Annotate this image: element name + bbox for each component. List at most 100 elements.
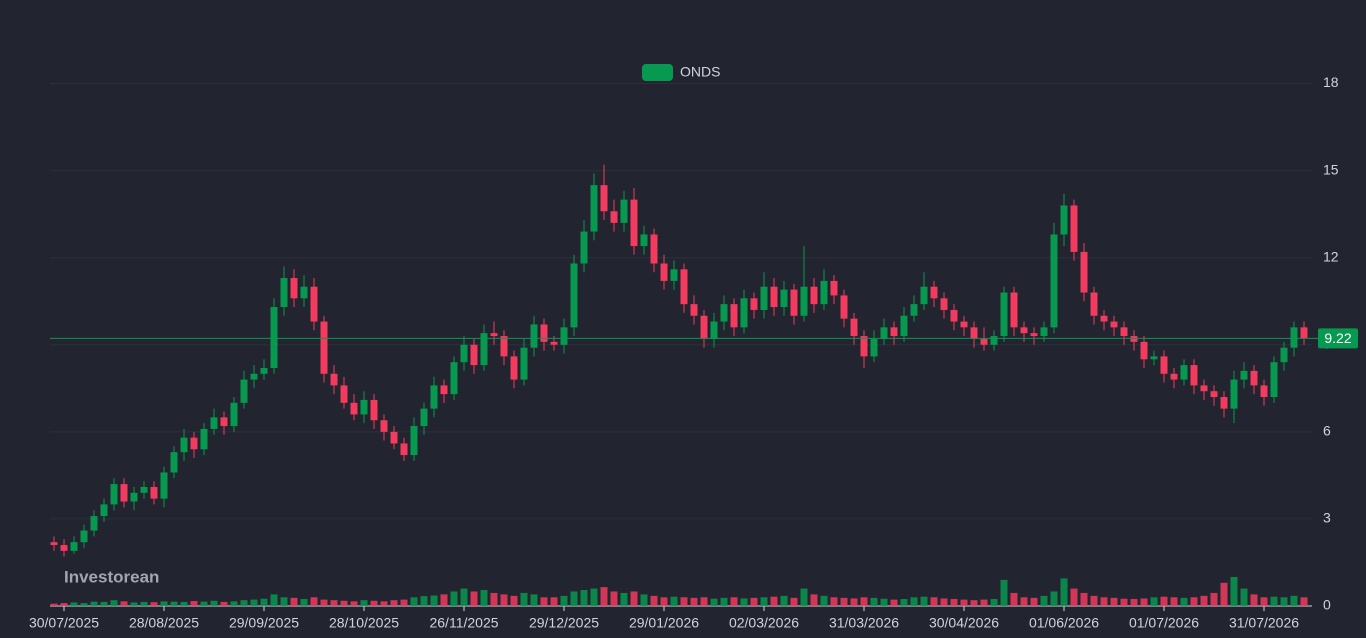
volume-bar <box>830 597 838 606</box>
volume-bar <box>120 601 128 606</box>
volume-bar <box>1110 597 1118 606</box>
candle-body <box>820 280 828 305</box>
volume-bar <box>530 594 538 606</box>
candle-body <box>700 315 708 339</box>
volume-bar <box>160 601 168 606</box>
candle-body <box>1280 347 1288 363</box>
candle-body <box>520 347 528 380</box>
candle-body <box>860 336 868 357</box>
volume-bar <box>1260 597 1268 606</box>
x-tick-label: 28/10/2025 <box>329 615 399 631</box>
candle-body <box>1050 234 1058 328</box>
volume-bar <box>1000 579 1008 606</box>
volume-bar <box>390 600 398 606</box>
candle-body <box>880 327 888 339</box>
y-tick-label: 12 <box>1323 248 1339 264</box>
volume-bar <box>910 597 918 606</box>
volume-bar <box>980 599 988 606</box>
volume-bar <box>940 598 948 606</box>
volume-bar <box>60 603 68 606</box>
candle-body <box>1270 362 1278 398</box>
candle-body <box>1170 373 1178 380</box>
volume-bar <box>1250 594 1258 606</box>
volume-bar <box>1240 588 1248 606</box>
candle-body <box>1090 292 1098 316</box>
candle-body <box>1110 321 1118 328</box>
volume-bar <box>600 587 608 606</box>
candle-body <box>1240 370 1248 380</box>
candle-body <box>210 417 218 429</box>
volume-bar <box>80 603 88 606</box>
volume-bar <box>180 601 188 606</box>
candle-body <box>750 298 758 310</box>
y-tick-label: 0 <box>1323 597 1331 613</box>
y-tick-label: 15 <box>1323 161 1339 177</box>
volume-bar <box>380 601 388 606</box>
volume-bar <box>1080 592 1088 606</box>
volume-bar <box>670 596 678 606</box>
candle-body <box>380 420 388 432</box>
volume-bar <box>430 595 438 606</box>
volume-bar <box>110 600 118 606</box>
volume-bar <box>490 592 498 606</box>
candle-body <box>170 452 178 473</box>
volume-bar <box>1130 599 1138 606</box>
x-tick-label: 28/08/2025 <box>129 615 199 631</box>
volume-bar <box>700 597 708 606</box>
x-tick-label: 01/06/2026 <box>1029 615 1099 631</box>
candle-body <box>640 234 648 247</box>
volume-bar <box>130 602 138 606</box>
volume-bar <box>640 594 648 606</box>
candle-body <box>600 185 608 212</box>
x-tick-label: 02/03/2026 <box>729 615 799 631</box>
candle-body <box>1210 391 1218 398</box>
candle-body <box>140 486 148 493</box>
candle-body <box>680 269 688 305</box>
volume-bar <box>280 597 288 606</box>
volume-bar <box>50 603 58 606</box>
candle-body <box>1120 327 1128 337</box>
y-tick-label: 6 <box>1323 423 1331 439</box>
volume-bar <box>730 597 738 606</box>
candle-body <box>240 379 248 403</box>
volume-bar <box>170 601 178 606</box>
candle-body <box>810 286 818 305</box>
candle-body <box>70 542 78 551</box>
volume-bar <box>630 591 638 606</box>
candle-body <box>1030 333 1038 337</box>
candle-body <box>1150 356 1158 360</box>
candle-body <box>330 373 338 386</box>
candle-body <box>540 324 548 342</box>
candle-body <box>130 492 138 502</box>
candle-body <box>620 199 628 223</box>
volume-bar <box>1280 597 1288 606</box>
volume-bar <box>1060 578 1068 606</box>
volume-bar <box>900 599 908 606</box>
volume-bar <box>770 596 778 606</box>
watermark: Investorean <box>64 567 159 586</box>
candle-body <box>50 542 58 546</box>
volume-bar <box>470 591 478 606</box>
candle-body <box>1130 336 1138 342</box>
candle-body <box>800 286 808 316</box>
volume-bar <box>1190 597 1198 606</box>
volume-bar <box>230 601 238 606</box>
volume-bar <box>750 597 758 606</box>
volume-bar <box>960 599 968 606</box>
volume-bar <box>570 591 578 606</box>
volume-bar <box>1150 597 1158 606</box>
candle-body <box>550 341 558 345</box>
volume-bar <box>1300 597 1308 606</box>
volume-bar <box>920 596 928 606</box>
volume-bar <box>290 597 298 606</box>
volume-bar <box>1120 598 1128 606</box>
candle-body <box>320 321 328 374</box>
legend-label: ONDS <box>680 64 720 80</box>
candle-body <box>980 338 988 345</box>
candle-body <box>60 545 68 551</box>
candle-body <box>910 304 918 316</box>
candle-body <box>740 298 748 328</box>
volume-bar <box>100 601 108 606</box>
volume-bar <box>350 601 358 606</box>
candle-body <box>510 356 518 380</box>
